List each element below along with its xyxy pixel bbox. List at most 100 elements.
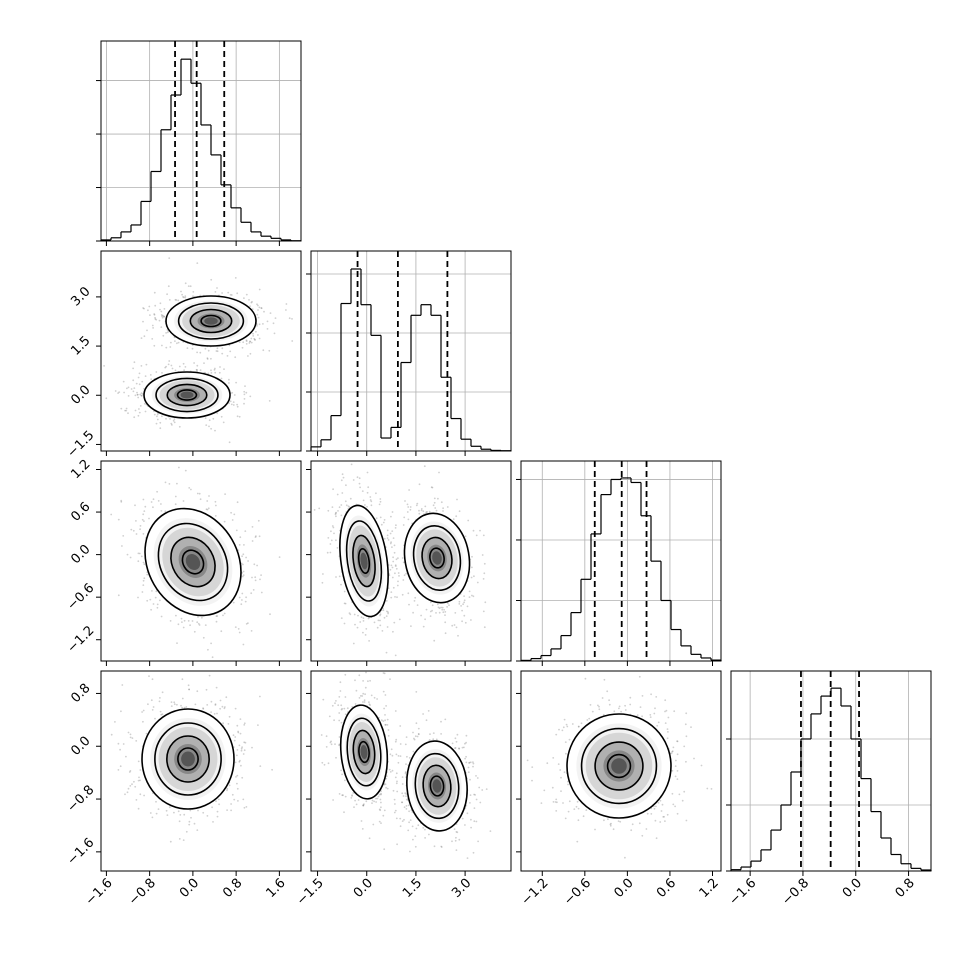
scatter-point [204, 624, 207, 626]
scatter-point [412, 731, 414, 734]
scatter-point [415, 504, 418, 507]
scatter-point [368, 703, 371, 706]
scatter-point [128, 771, 131, 773]
scatter-point [355, 803, 358, 806]
scatter-point [394, 527, 397, 529]
scatter-point [243, 806, 246, 809]
scatter-point [236, 749, 239, 751]
scatter-point [254, 536, 257, 538]
scatter-point [132, 379, 135, 382]
scatter-point [332, 488, 334, 491]
scatter-point [377, 619, 380, 622]
scatter-point [471, 555, 473, 558]
scatter-point [170, 701, 173, 703]
scatter-point [259, 765, 262, 767]
scatter-point [238, 341, 241, 343]
scatter-point [390, 515, 392, 518]
scatter-point [484, 601, 487, 604]
scatter-point [178, 425, 181, 428]
scatter-point [230, 803, 233, 805]
scatter-point [416, 604, 419, 606]
scatter-point [127, 412, 129, 415]
scatter-point [222, 722, 225, 725]
scatter-point [366, 491, 369, 494]
scatter-point [196, 492, 199, 495]
scatter-point [258, 323, 261, 326]
scatter-point [340, 769, 342, 772]
scatter-point [448, 604, 450, 607]
scatter-point [241, 592, 244, 595]
scatter-point [266, 328, 269, 330]
contour [166, 735, 210, 783]
scatter-point [159, 308, 161, 311]
scatter-point [202, 636, 205, 639]
scatter-point [226, 809, 229, 811]
scatter-point [395, 753, 398, 756]
scatter-point [397, 557, 399, 559]
scatter-point [442, 611, 445, 614]
scatter-point [444, 611, 447, 613]
scatter-point [468, 596, 471, 598]
scatter-point [266, 320, 269, 323]
scatter-point [258, 337, 261, 340]
scatter-point [257, 519, 260, 522]
scatter-point [237, 800, 239, 802]
scatter-point [243, 722, 246, 725]
scatter-point [215, 800, 217, 803]
scatter-point [137, 807, 140, 810]
scatter-point [138, 408, 140, 410]
scatter-point [401, 557, 404, 559]
density-panel [310, 460, 512, 662]
scatter-point [406, 503, 409, 506]
scatter-point [455, 515, 458, 518]
scatter-point [362, 617, 365, 619]
scatter-point [132, 529, 135, 532]
scatter-point [242, 753, 245, 755]
scatter-point [343, 811, 345, 814]
scatter-point [257, 304, 259, 307]
scatter-point [242, 563, 244, 566]
scatter-point [354, 799, 356, 802]
scatter-point [470, 818, 472, 821]
scatter-point [157, 500, 160, 502]
scatter-point [149, 374, 152, 376]
scatter-point [190, 816, 192, 819]
scatter-point [220, 377, 223, 380]
scatter-point [153, 313, 156, 316]
scatter-point [191, 620, 194, 622]
density-fill [180, 391, 194, 399]
scatter-point [196, 690, 199, 693]
scatter-point [408, 603, 410, 606]
scatter-point [137, 414, 140, 417]
scatter-point [353, 806, 355, 808]
scatter-point [188, 688, 191, 691]
scatter-point [412, 838, 414, 841]
scatter-point [233, 739, 236, 742]
scatter-point [226, 789, 228, 792]
scatter-point [441, 608, 444, 611]
scatter-point [125, 407, 128, 410]
scatter-point [438, 607, 441, 610]
scatter-point [245, 806, 248, 808]
scatter-point [331, 704, 334, 707]
scatter-point [170, 364, 173, 367]
scatter-point [399, 725, 402, 727]
scatter-point [256, 325, 258, 327]
scatter-point [406, 511, 409, 513]
scatter-point [210, 711, 213, 713]
scatter-point [156, 606, 159, 609]
scatter-point [364, 686, 367, 689]
scatter-point [362, 680, 364, 682]
scatter-point [244, 741, 247, 744]
scatter-point [423, 465, 426, 468]
scatter-point [127, 386, 130, 389]
scatter-point [244, 385, 246, 387]
scatter-point [257, 316, 260, 319]
scatter-point [125, 409, 128, 412]
scatter-point [461, 609, 463, 612]
scatter-point [366, 471, 369, 474]
scatter-point [232, 401, 235, 403]
scatter-point [247, 355, 249, 357]
scatter-point [373, 696, 376, 699]
scatter-point [455, 836, 457, 839]
